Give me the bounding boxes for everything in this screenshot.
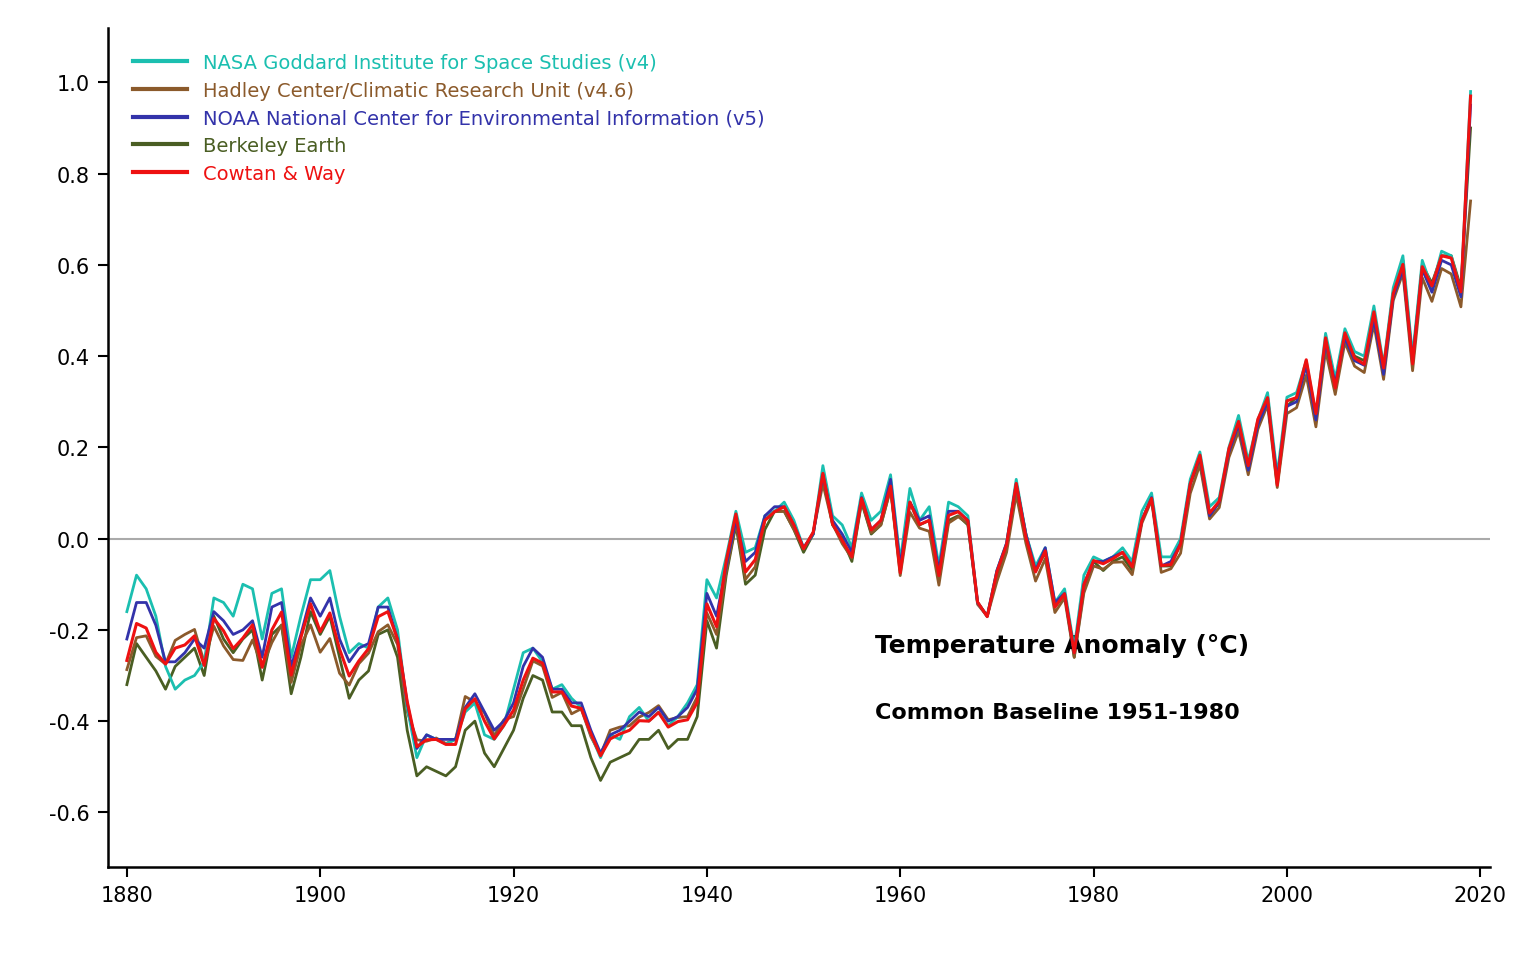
Line: Cowtan & Way: Cowtan & Way — [127, 97, 1470, 756]
NASA Goddard Institute for Space Studies (v4) — [1461, 87, 1479, 98]
Cowtan & Way — [195, 660, 214, 672]
Cowtan & Way — [591, 750, 610, 761]
Cowtan & Way — [253, 662, 272, 674]
Berkeley Earth — [591, 775, 610, 786]
NOAA National Center for Environmental Information (v5) — [195, 642, 214, 654]
NOAA National Center for Environmental Information (v5) — [359, 639, 378, 650]
NOAA National Center for Environmental Information (v5) — [591, 747, 610, 759]
Line: Berkeley Earth: Berkeley Earth — [127, 129, 1470, 781]
Line: Hadley Center/Climatic Research Unit (v4.6): Hadley Center/Climatic Research Unit (v4… — [127, 202, 1470, 755]
NASA Goddard Institute for Space Studies (v4) — [118, 606, 137, 618]
Hadley Center/Climatic Research Unit (v4.6) — [195, 657, 214, 668]
Berkeley Earth — [1461, 123, 1479, 134]
Hadley Center/Climatic Research Unit (v4.6) — [118, 664, 137, 676]
Hadley Center/Climatic Research Unit (v4.6) — [794, 544, 813, 556]
Hadley Center/Climatic Research Unit (v4.6) — [166, 635, 184, 646]
Hadley Center/Climatic Research Unit (v4.6) — [1452, 302, 1470, 314]
Line: NASA Goddard Institute for Space Studies (v4): NASA Goddard Institute for Space Studies… — [127, 92, 1470, 758]
NASA Goddard Institute for Space Studies (v4) — [1452, 287, 1470, 298]
NASA Goddard Institute for Space Studies (v4) — [359, 642, 378, 654]
Berkeley Earth — [166, 661, 184, 673]
NASA Goddard Institute for Space Studies (v4) — [253, 634, 272, 645]
Cowtan & Way — [118, 655, 137, 666]
Berkeley Earth — [359, 665, 378, 677]
NOAA National Center for Environmental Information (v5) — [794, 542, 813, 554]
Line: NOAA National Center for Environmental Information (v5): NOAA National Center for Environmental I… — [127, 106, 1470, 753]
Berkeley Earth — [794, 547, 813, 558]
Hadley Center/Climatic Research Unit (v4.6) — [1461, 196, 1479, 208]
NOAA National Center for Environmental Information (v5) — [118, 634, 137, 645]
NOAA National Center for Environmental Information (v5) — [166, 657, 184, 668]
Berkeley Earth — [118, 679, 137, 691]
Hadley Center/Climatic Research Unit (v4.6) — [591, 749, 610, 760]
NOAA National Center for Environmental Information (v5) — [1461, 100, 1479, 112]
Berkeley Earth — [1452, 283, 1470, 294]
Text: Temperature Anomaly (°C): Temperature Anomaly (°C) — [876, 633, 1249, 657]
Berkeley Earth — [253, 675, 272, 686]
Cowtan & Way — [1452, 287, 1470, 298]
Hadley Center/Climatic Research Unit (v4.6) — [253, 661, 272, 673]
Legend: NASA Goddard Institute for Space Studies (v4), Hadley Center/Climatic Research U: NASA Goddard Institute for Space Studies… — [123, 44, 774, 193]
NASA Goddard Institute for Space Studies (v4) — [166, 683, 184, 695]
NASA Goddard Institute for Space Studies (v4) — [195, 657, 214, 668]
Cowtan & Way — [1461, 91, 1479, 103]
Cowtan & Way — [794, 543, 813, 555]
NOAA National Center for Environmental Information (v5) — [1452, 292, 1470, 303]
Berkeley Earth — [195, 670, 214, 681]
Cowtan & Way — [359, 643, 378, 655]
Cowtan & Way — [166, 642, 184, 654]
NASA Goddard Institute for Space Studies (v4) — [794, 542, 813, 554]
Text: Common Baseline 1951-1980: Common Baseline 1951-1980 — [876, 702, 1240, 722]
NOAA National Center for Environmental Information (v5) — [253, 652, 272, 663]
NASA Goddard Institute for Space Studies (v4) — [407, 752, 425, 763]
Hadley Center/Climatic Research Unit (v4.6) — [359, 648, 378, 659]
